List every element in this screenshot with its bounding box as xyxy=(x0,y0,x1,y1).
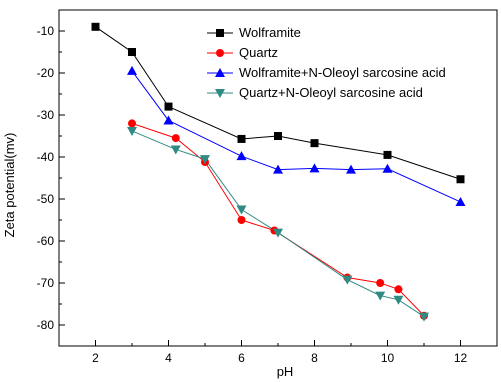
data-point-0-7 xyxy=(456,175,465,184)
data-point-2-7 xyxy=(455,196,466,206)
axes-group: 2 4 6 8 10 12 -10 -20 -30 -40 -50 -60 -70 -80 xyxy=(37,9,498,365)
legend-marker-1 xyxy=(216,49,224,57)
data-point-2-3 xyxy=(273,164,283,174)
data-point-3-0 xyxy=(127,126,137,136)
data-point-3-8 xyxy=(419,312,429,322)
y-tick-label: -20 xyxy=(37,66,55,80)
y-tick-label: -40 xyxy=(37,150,55,164)
data-point-2-5 xyxy=(346,164,356,174)
data-point-3-5 xyxy=(342,275,353,285)
data-point-0-4 xyxy=(274,132,282,140)
data-point-3-2 xyxy=(200,155,210,165)
series-markers-group xyxy=(91,22,466,322)
data-point-2-1 xyxy=(163,115,174,125)
legend-marker-2 xyxy=(215,68,225,77)
data-point-0-1 xyxy=(128,48,136,56)
data-point-2-6 xyxy=(382,163,393,173)
legend-label-2: Wolframite+N-Oleoyl sarcosine acid xyxy=(239,65,446,80)
data-point-2-2 xyxy=(236,151,247,161)
data-point-1-0 xyxy=(128,119,136,128)
data-point-3-1 xyxy=(170,145,181,155)
data-point-2-0 xyxy=(127,65,137,75)
x-tick-label: 4 xyxy=(165,351,172,365)
series-line-0 xyxy=(95,26,461,180)
y-tick-label: -30 xyxy=(37,108,55,122)
y-tick-label: -60 xyxy=(37,234,55,248)
x-axis-label: pH xyxy=(277,364,294,379)
data-point-3-6 xyxy=(375,291,386,301)
data-point-1-1 xyxy=(171,134,180,143)
x-tick-label: 12 xyxy=(454,351,468,365)
y-tick-label: -70 xyxy=(37,276,55,290)
legend: Wolframite Quartz Wolframite+N-Oleoyl sarc… xyxy=(207,25,446,100)
data-point-3-4 xyxy=(273,228,283,238)
data-point-1-6 xyxy=(376,279,385,287)
data-point-0-6 xyxy=(383,150,392,159)
x-tick-label: 6 xyxy=(238,351,245,365)
series-line-2 xyxy=(131,70,461,203)
data-point-3-7 xyxy=(393,295,404,305)
data-point-2-4 xyxy=(309,163,320,173)
legend-marker-3 xyxy=(215,89,225,98)
x-tick-label: 10 xyxy=(381,351,395,365)
legend-label-1: Quartz xyxy=(239,45,278,60)
y-tick-label: -80 xyxy=(37,318,55,332)
x-tick-label: 8 xyxy=(311,351,318,365)
data-point-3-3 xyxy=(236,205,247,215)
legend-marker-0 xyxy=(216,29,224,37)
legend-label-3: Quartz+N-Oleoyl sarcosine acid xyxy=(239,85,423,100)
data-point-1-7 xyxy=(394,285,403,294)
data-point-0-0 xyxy=(91,22,100,31)
y-axis-label: Zeta potential(mv) xyxy=(2,133,17,238)
legend-label-0: Wolframite xyxy=(239,25,301,40)
y-tick-label: -50 xyxy=(37,192,55,206)
data-point-1-3 xyxy=(237,216,246,224)
data-point-0-2 xyxy=(164,102,173,111)
x-tick-label: 2 xyxy=(92,351,99,365)
data-point-0-3 xyxy=(237,134,246,143)
y-tick-label: -10 xyxy=(37,24,55,38)
data-point-0-5 xyxy=(310,139,319,148)
